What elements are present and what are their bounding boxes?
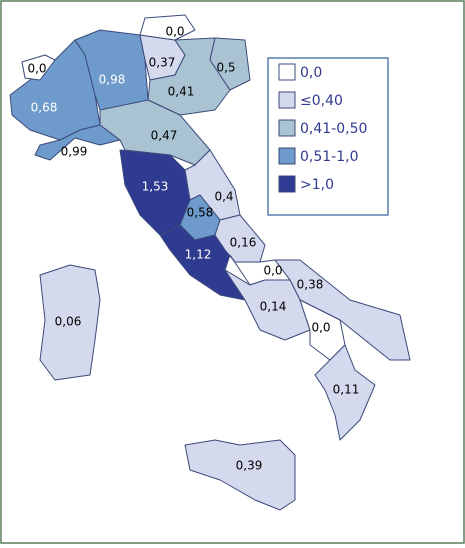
region-label: 0,47 [151,129,178,143]
region-label: 0,38 [297,278,324,292]
region [21,54,56,81]
region [184,439,296,511]
region-label: 0,37 [149,56,176,70]
legend-label: 0,51-1,0 [300,149,359,165]
legend-label: 0,41-0,50 [300,121,367,137]
legend-swatch [278,91,296,109]
region [39,264,101,381]
region [34,124,121,161]
region-label: 0,4 [214,190,233,204]
legend-swatch [278,175,296,193]
region-label: 0,0 [263,264,282,278]
region-label: 1,12 [185,248,212,262]
region [99,99,211,166]
region-label: 1,53 [142,180,169,194]
region-label: 0,99 [61,145,88,159]
regions [9,14,411,511]
legend-label: ≤0,40 [300,93,343,109]
region-label: 0,39 [236,459,263,473]
region-label: 0,58 [187,206,214,220]
region-label: 0,11 [333,383,360,397]
region [314,344,376,441]
region-label: 0,68 [31,101,58,115]
region-label: 0,14 [260,300,287,314]
region-label: 0,16 [230,236,257,250]
legend-swatch [278,63,296,81]
region-labels: 0,0 0,68 0,98 0,37 0,0 0,41 0,5 0,99 0,4… [27,25,359,473]
region-label: 0,0 [311,321,330,335]
legend-swatch [278,119,296,137]
region-label: 0,41 [168,85,195,99]
region [139,14,196,41]
region-label: 0,98 [99,73,126,87]
region-label: 0,06 [55,315,82,329]
region [209,37,251,91]
legend: 0,0 ≤0,40 0,41-0,50 0,51-1,0 >1,0 [278,63,367,193]
legend-swatch [278,147,296,165]
legend-label: 0,0 [300,65,322,81]
region-label: 0,5 [216,61,235,75]
legend-label: >1,0 [300,177,334,193]
region-label: 0,0 [165,25,184,39]
region-label: 0,0 [27,62,46,76]
